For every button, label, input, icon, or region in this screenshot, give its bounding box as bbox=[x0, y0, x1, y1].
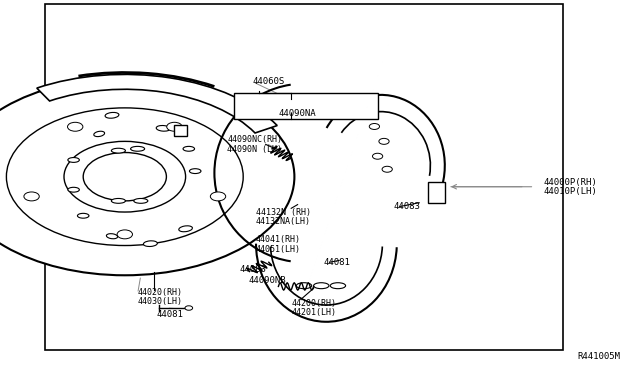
Ellipse shape bbox=[156, 125, 170, 131]
Ellipse shape bbox=[111, 198, 125, 203]
Text: 44041(RH): 44041(RH) bbox=[256, 235, 301, 244]
FancyBboxPatch shape bbox=[174, 125, 187, 136]
Circle shape bbox=[369, 124, 380, 129]
Circle shape bbox=[64, 141, 186, 212]
Text: 44200(RH): 44200(RH) bbox=[291, 299, 336, 308]
Text: 44051(LH): 44051(LH) bbox=[256, 245, 301, 254]
Circle shape bbox=[0, 78, 294, 275]
Ellipse shape bbox=[330, 283, 346, 289]
Ellipse shape bbox=[314, 283, 329, 289]
Text: 44083: 44083 bbox=[394, 202, 420, 211]
Text: 44030(LH): 44030(LH) bbox=[138, 297, 182, 306]
Ellipse shape bbox=[111, 148, 125, 153]
Ellipse shape bbox=[183, 147, 195, 151]
FancyBboxPatch shape bbox=[234, 93, 378, 119]
Circle shape bbox=[68, 122, 83, 131]
Circle shape bbox=[211, 192, 226, 201]
Ellipse shape bbox=[106, 234, 118, 239]
Text: 44081: 44081 bbox=[157, 310, 184, 319]
Circle shape bbox=[6, 108, 243, 246]
Text: 44000P(RH): 44000P(RH) bbox=[544, 178, 598, 187]
Wedge shape bbox=[37, 74, 277, 133]
Circle shape bbox=[117, 230, 132, 239]
Text: 44090NC(RH): 44090NC(RH) bbox=[227, 135, 282, 144]
Text: 44060S: 44060S bbox=[253, 77, 285, 86]
Text: 44083: 44083 bbox=[240, 265, 267, 274]
Text: 44132N (RH): 44132N (RH) bbox=[256, 208, 311, 217]
Text: 44010P(LH): 44010P(LH) bbox=[544, 187, 598, 196]
Circle shape bbox=[185, 306, 193, 310]
Circle shape bbox=[379, 138, 389, 144]
Ellipse shape bbox=[189, 169, 201, 173]
Ellipse shape bbox=[94, 131, 104, 137]
Circle shape bbox=[166, 122, 182, 131]
Text: 44081: 44081 bbox=[323, 258, 350, 267]
FancyBboxPatch shape bbox=[45, 4, 563, 350]
Text: 44090NB: 44090NB bbox=[248, 276, 286, 285]
Text: 44132NA(LH): 44132NA(LH) bbox=[256, 217, 311, 226]
Ellipse shape bbox=[296, 283, 312, 289]
FancyBboxPatch shape bbox=[428, 182, 445, 203]
Ellipse shape bbox=[105, 112, 119, 118]
Text: 44020(RH): 44020(RH) bbox=[138, 288, 182, 296]
Ellipse shape bbox=[77, 213, 89, 218]
Circle shape bbox=[372, 153, 383, 159]
Ellipse shape bbox=[179, 226, 193, 232]
Circle shape bbox=[83, 153, 166, 201]
Ellipse shape bbox=[68, 158, 79, 163]
Ellipse shape bbox=[68, 187, 79, 192]
Ellipse shape bbox=[134, 198, 148, 203]
Text: R441005M: R441005M bbox=[578, 352, 621, 361]
Text: 44090N (LH): 44090N (LH) bbox=[227, 145, 282, 154]
Ellipse shape bbox=[131, 147, 145, 151]
Text: 44090NA: 44090NA bbox=[278, 109, 316, 118]
Circle shape bbox=[24, 192, 39, 201]
Circle shape bbox=[382, 166, 392, 172]
Text: 44201(LH): 44201(LH) bbox=[291, 308, 336, 317]
Ellipse shape bbox=[143, 241, 157, 247]
